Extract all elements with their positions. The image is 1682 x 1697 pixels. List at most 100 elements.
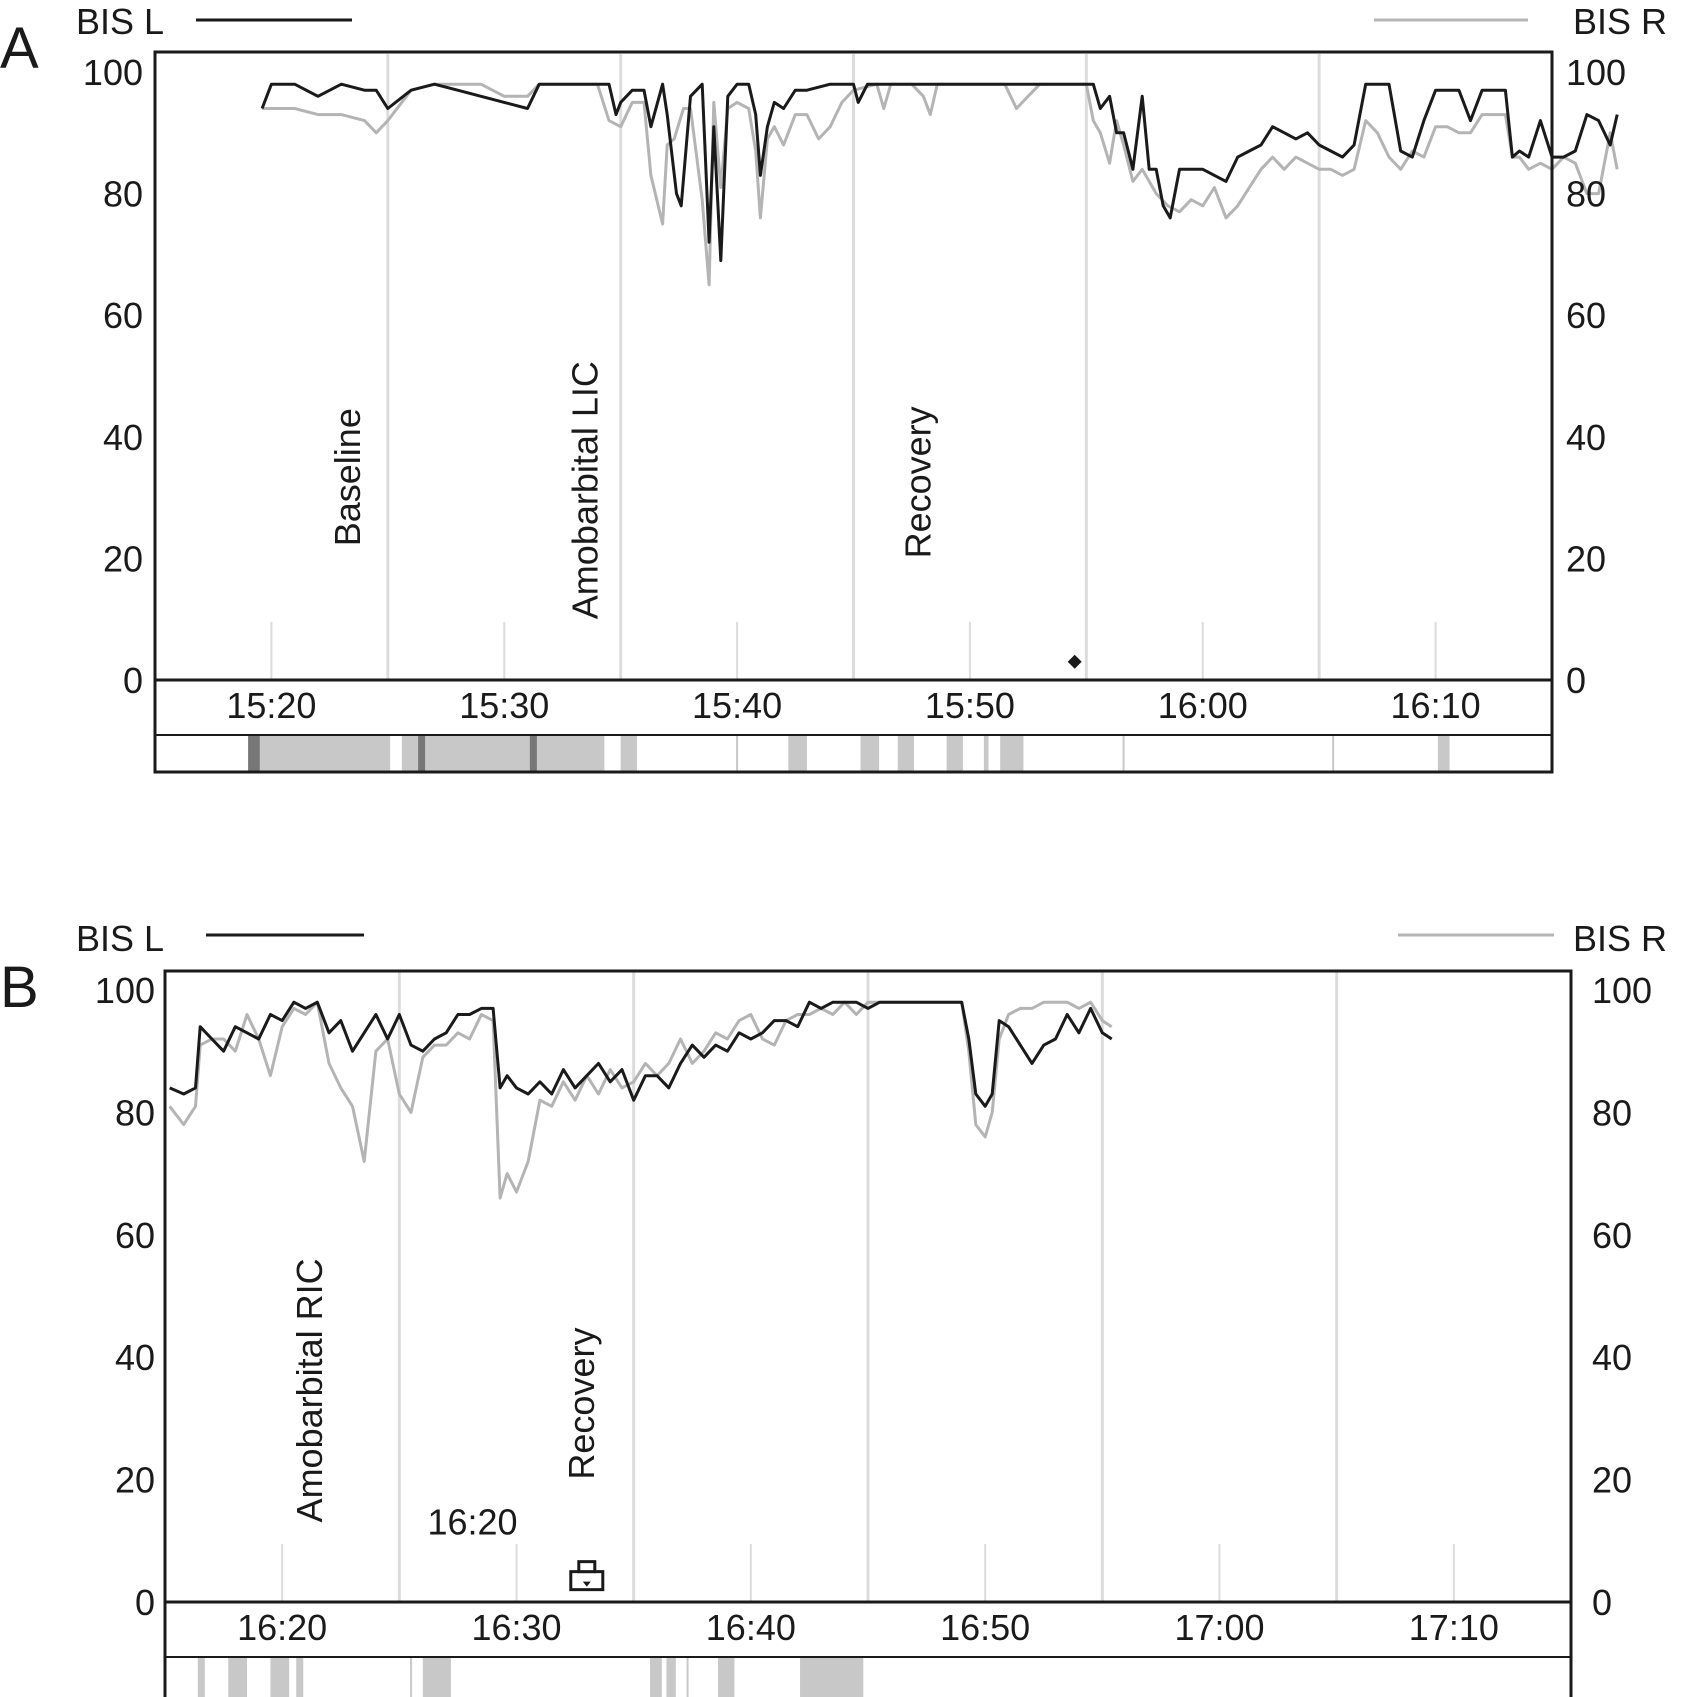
y-tick-left-60: 60	[115, 1215, 155, 1256]
panel-b-y-axis-right: 0 20 40 60 80 100	[1592, 970, 1652, 1623]
panel-b-y-axis-left: 0 20 40 60 80 100	[95, 970, 155, 1623]
x-tick-1620: 16:20	[237, 1607, 327, 1648]
strip-band-9	[1000, 736, 1024, 771]
y-tick-left-80: 80	[103, 174, 143, 215]
y-tick-right-100: 100	[1566, 52, 1626, 93]
strip-band-6	[897, 736, 915, 771]
panel-b-annotations: Amobarbital RIC Recovery 16:20	[289, 1258, 602, 1542]
panel-b-letter: B	[0, 955, 39, 1020]
panel-b: 0 20 40 60 80 100 0 20 40 60 80 100 16:20 16:30 16:4…	[0, 918, 1667, 1697]
y-tick-right-0: 0	[1592, 1582, 1612, 1623]
y-tick-left-20: 20	[115, 1460, 155, 1501]
strip-band-3	[620, 736, 637, 771]
panel-a-frame	[153, 50, 1554, 774]
x-tick-1540: 15:40	[692, 685, 782, 726]
panel-b-legend-left-label: BIS L	[76, 918, 164, 959]
panel-b-minor-ticks	[281, 1544, 1455, 1602]
strip-band-5	[422, 1658, 451, 1697]
strip-band-10	[1437, 736, 1450, 771]
strip-band-9	[800, 1658, 864, 1697]
panel-a-letter: A	[0, 16, 39, 81]
strip-band-7	[666, 1658, 676, 1697]
printer-marker-icon	[569, 1560, 605, 1592]
panel-a-series	[260, 82, 1619, 287]
y-tick-right-80: 80	[1566, 174, 1606, 215]
series-bis-r	[168, 1000, 1113, 1200]
y-tick-right-0: 0	[1566, 660, 1586, 701]
x-tick-1710: 17:10	[1409, 1607, 1499, 1648]
series-bis-l	[169, 1000, 1113, 1108]
strip-band-4	[788, 736, 807, 771]
x-tick-1640: 16:40	[706, 1607, 796, 1648]
y-tick-left-20: 20	[103, 538, 143, 579]
y-tick-left-40: 40	[115, 1337, 155, 1378]
panel-b-event-lines	[397, 972, 1339, 1602]
strip-band-6	[650, 1658, 662, 1697]
y-tick-left-0: 0	[123, 660, 143, 701]
y-tick-left-60: 60	[103, 295, 143, 336]
panel-a-legend-right-label: BIS R	[1573, 1, 1667, 42]
y-tick-right-60: 60	[1566, 295, 1606, 336]
strip-band-8	[718, 1658, 735, 1697]
panel-b-series	[168, 1000, 1113, 1200]
panel-a-event-strip	[248, 735, 1450, 772]
panel-a-y-axis-left: 0 20 40 60 80 100	[83, 52, 143, 701]
y-tick-right-60: 60	[1592, 1215, 1632, 1256]
strip-band-5	[860, 736, 880, 771]
panel-b-event-strip	[197, 1657, 864, 1697]
strip-band-12	[418, 736, 426, 771]
panel-a-marker	[1067, 654, 1082, 669]
strip-band-11	[248, 736, 260, 771]
panel-b-legend-right-label: BIS R	[1573, 918, 1667, 959]
strip-band-3	[270, 1658, 290, 1697]
x-tick-1650: 16:50	[940, 1607, 1030, 1648]
series-bis-l	[260, 82, 1619, 262]
panel-a-legend-left-label: BIS L	[76, 1, 164, 42]
strip-band-4	[296, 1658, 304, 1697]
annotation-1: Amobarbital RIC	[289, 1258, 330, 1522]
y-tick-right-40: 40	[1566, 417, 1606, 458]
strip-band-2	[401, 736, 605, 771]
x-tick-1600: 16:00	[1158, 685, 1248, 726]
panel-a-x-axis: 15:20 15:30 15:40 15:50 16:00 16:10	[226, 685, 1480, 726]
y-tick-left-100: 100	[83, 52, 143, 93]
annotation-2: Amobarbital LIC	[564, 361, 605, 619]
panel-a: 0 20 40 60 80 100 0 20 40 60 80 100 15:20 15:30 15:4…	[0, 1, 1667, 774]
panel-a-event-lines	[386, 54, 1321, 680]
y-tick-right-100: 100	[1592, 970, 1652, 1011]
annotation-2: Recovery	[561, 1328, 602, 1480]
x-tick-1520: 15:20	[226, 685, 316, 726]
annotation-3: 16:20	[427, 1502, 517, 1543]
strip-band-7	[946, 736, 963, 771]
x-tick-1530: 15:30	[459, 685, 549, 726]
y-tick-right-40: 40	[1592, 1337, 1632, 1378]
y-tick-right-20: 20	[1592, 1460, 1632, 1501]
x-tick-1610: 16:10	[1391, 685, 1481, 726]
y-tick-left-80: 80	[115, 1092, 155, 1133]
panel-b-x-axis: 16:20 16:30 16:40 16:50 17:00 17:10	[237, 1607, 1499, 1648]
panel-a-plot-border	[153, 50, 1554, 774]
annotation-3: Recovery	[897, 406, 938, 558]
y-tick-left-0: 0	[135, 1582, 155, 1623]
panel-a-annotations: Baseline Amobarbital LIC Recovery	[327, 361, 938, 619]
strip-band-8	[983, 736, 989, 771]
panel-b-marker	[569, 1560, 605, 1592]
x-tick-1630: 16:30	[471, 1607, 561, 1648]
strip-band-1	[197, 1658, 205, 1697]
strip-band-1	[248, 736, 391, 771]
panel-b-frame	[163, 969, 1573, 1697]
y-tick-right-80: 80	[1592, 1092, 1632, 1133]
panel-b-plot-border	[163, 969, 1573, 1697]
strip-band-13	[529, 736, 537, 771]
x-tick-1550: 15:50	[925, 685, 1015, 726]
series-bis-r	[262, 82, 1619, 287]
annotation-1: Baseline	[327, 408, 368, 546]
strip-band-2	[228, 1658, 248, 1697]
x-tick-1700: 17:00	[1174, 1607, 1264, 1648]
y-tick-right-20: 20	[1566, 538, 1606, 579]
panel-a-y-axis-right: 0 20 40 60 80 100	[1566, 52, 1626, 701]
panel-a-minor-ticks	[270, 622, 1437, 680]
diamond-marker-icon	[1067, 654, 1082, 669]
y-tick-left-40: 40	[103, 417, 143, 458]
